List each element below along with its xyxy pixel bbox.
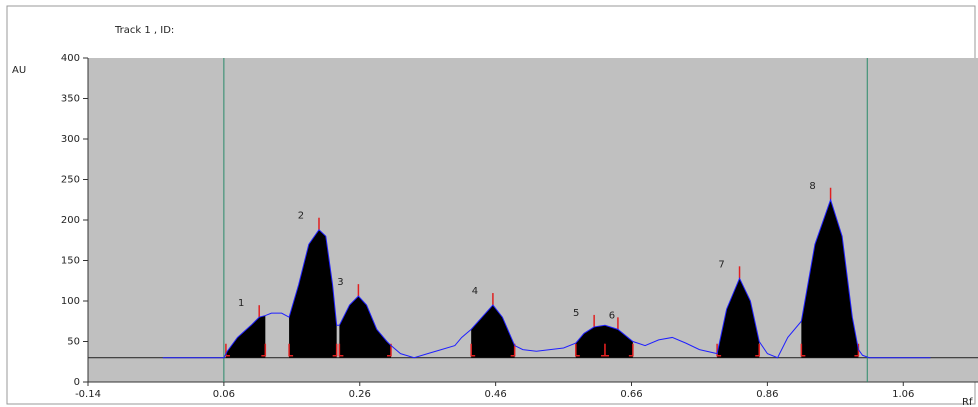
y-tick-label: 150	[61, 256, 80, 267]
integration-mark	[800, 343, 806, 357]
peak-label: 4	[472, 286, 478, 297]
peak-area	[289, 229, 337, 358]
peak-area	[801, 199, 859, 358]
chart-title: Track 1 , ID:	[114, 25, 174, 36]
integration-mark	[470, 343, 476, 357]
integration-mark	[575, 343, 580, 357]
integration-mark	[332, 343, 338, 357]
x-tick-label: 0.46	[485, 389, 507, 400]
integration-mark	[288, 343, 294, 357]
integration-mark	[387, 343, 392, 357]
y-tick-label: 300	[61, 134, 80, 145]
x-axis-label: Rf	[962, 397, 973, 407]
integration-mark	[604, 343, 610, 357]
peak-label: 6	[609, 310, 615, 321]
integration-mark	[510, 343, 516, 357]
x-tick-label: 0.26	[349, 389, 371, 400]
peak-area	[605, 325, 633, 358]
peak-area	[339, 296, 392, 358]
peak-label: 3	[337, 277, 343, 288]
integration-mark	[338, 343, 344, 357]
peak-label: 7	[718, 259, 724, 270]
trace-line	[162, 198, 931, 359]
y-tick-label: 400	[61, 53, 80, 64]
peak-area	[471, 305, 515, 358]
y-axis-label: AU	[12, 65, 26, 76]
integration-mark	[261, 343, 267, 357]
x-tick-label: -0.14	[75, 389, 101, 400]
x-tick-label: 1.06	[892, 389, 914, 400]
integration-mark	[628, 343, 634, 357]
integration-mark	[755, 343, 760, 357]
peak-label: 1	[238, 298, 244, 309]
x-tick-label: 0.66	[620, 389, 642, 400]
y-tick-label: 100	[61, 296, 80, 307]
peak-label: 2	[298, 211, 304, 222]
y-tick-label: 200	[61, 215, 80, 226]
y-tick-label: 350	[61, 94, 80, 105]
integration-mark	[716, 343, 722, 357]
peak-label: 8	[809, 181, 815, 192]
x-tick-label: 0.86	[756, 389, 778, 400]
peak-label: 5	[573, 308, 579, 319]
peak-area	[575, 325, 606, 358]
y-tick-label: 50	[67, 337, 80, 348]
y-tick-label: 250	[61, 175, 80, 186]
peak-area	[225, 315, 266, 358]
integration-mark	[225, 343, 230, 357]
x-tick-label: 0.06	[213, 389, 235, 400]
y-tick-label: 0	[74, 377, 80, 388]
